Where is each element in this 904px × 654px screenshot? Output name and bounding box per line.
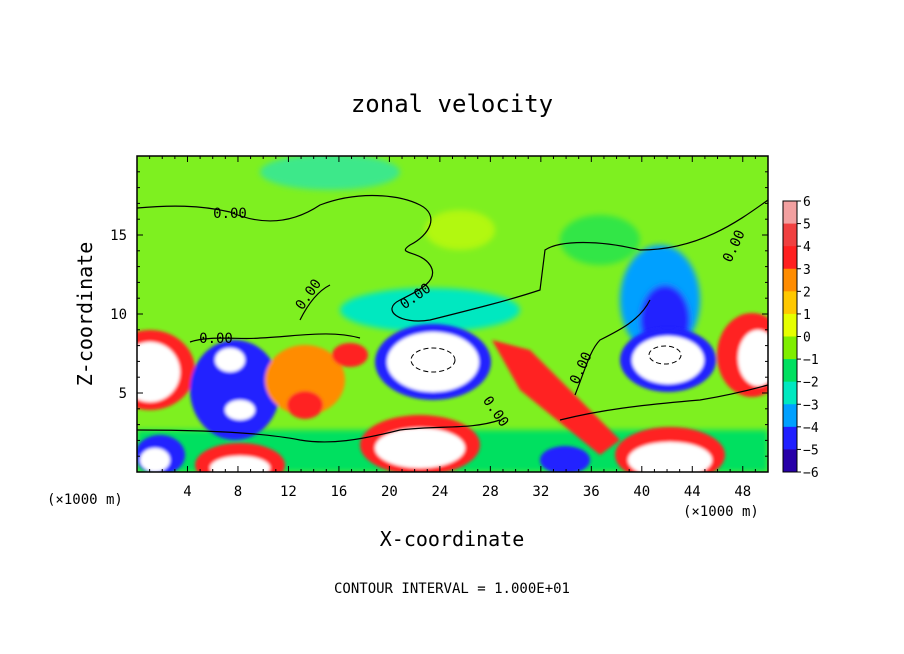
contour-zero-small (299, 284, 331, 321)
colorbar-tick-label: 6 (803, 195, 811, 210)
x-tick-label: 40 (633, 484, 650, 500)
contour-zero-upper-right (639, 199, 768, 251)
colorbar-band (783, 336, 797, 360)
colorbar-tick-label: −4 (803, 421, 819, 436)
colorbar-tick-label: 4 (803, 240, 811, 255)
cell-right-edge-core (738, 330, 768, 386)
colorbar-band (783, 381, 797, 405)
cell-blue-ring (190, 340, 280, 440)
contour-zero-mid-left (189, 333, 361, 343)
cell-left-core (137, 342, 180, 402)
field-patch-cyan-top (260, 156, 400, 190)
colorbar-tick-label: −2 (803, 376, 819, 391)
cell-bottom-blue-left-core (140, 448, 170, 472)
colorbar-tick-label: 1 (803, 308, 811, 323)
colorbar-band (783, 359, 797, 383)
contour-dashed (410, 345, 682, 373)
field-patch-green-top (560, 215, 640, 265)
y-axis: 5 10 15 (110, 171, 768, 457)
y-axis-title: Z-coordinate (73, 242, 97, 387)
colorbar-tick-label: 2 (803, 285, 811, 300)
cell-bottom-3-core (628, 442, 712, 472)
contour-label-1: 0.00 (213, 206, 247, 222)
contour-zero-lower (137, 419, 501, 443)
contour-lines (137, 194, 768, 443)
contour-label-4: 0.00 (199, 331, 233, 347)
chart-title: zonal velocity (351, 90, 553, 118)
colorbar-band (783, 246, 797, 270)
field-patch-cyan-mid (340, 288, 520, 332)
x-tick-label: 36 (583, 484, 600, 500)
cell-bottom-1-core (210, 456, 270, 472)
plot-area (137, 156, 768, 472)
y-tick-label: 5 (119, 386, 127, 402)
colorbar-band (783, 268, 797, 292)
colorbar-tick-label: 0 (803, 331, 811, 346)
x-tick-label: 12 (280, 484, 297, 500)
contour-interval-note: CONTOUR INTERVAL = 1.000E+01 (334, 581, 570, 597)
contour-zero-mid-right (559, 384, 768, 421)
x-tick-label: 20 (381, 484, 398, 500)
colorbar-band (783, 449, 797, 473)
colorbar-band (783, 223, 797, 247)
x-tick-label: 16 (330, 484, 347, 500)
cell-ring-core-top (215, 348, 245, 372)
cell-bottom-2-core (375, 428, 465, 468)
cell-red-diagonal (492, 340, 620, 455)
x-tick-label: 44 (684, 484, 701, 500)
contour-zero-right (574, 299, 651, 396)
x-tick-label: 48 (734, 484, 751, 500)
cell-center-core (387, 332, 479, 392)
colorbar-tick-label: 3 (803, 263, 811, 278)
cell-ring-core-bottom (225, 400, 255, 420)
field-patch-yellow-top (425, 210, 495, 250)
colorbar-tick-label: −6 (803, 466, 819, 481)
x-unit-right: (×1000 m) (683, 504, 759, 520)
y-tick-label: 10 (110, 307, 127, 323)
field-cells (137, 313, 768, 472)
colorbar-tick-label: 5 (803, 218, 811, 233)
contour-zero-upper (137, 194, 641, 322)
contour-dashed-right (648, 345, 682, 365)
x-tick-label: 4 (183, 484, 191, 500)
y-tick-label: 15 (110, 228, 127, 244)
x-tick-label: 28 (482, 484, 499, 500)
colorbar-tick-label: −1 (803, 353, 819, 368)
x-axis: 4 8 12 16 20 24 28 32 36 40 44 48 (149, 156, 756, 500)
cell-orange-blob (265, 345, 345, 415)
colorbar-band (783, 404, 797, 428)
colorbar-band (783, 201, 797, 225)
x-tick-label: 24 (431, 484, 448, 500)
x-tick-label: 32 (532, 484, 549, 500)
colorbar-tick-label: −5 (803, 443, 819, 458)
cell-right-core (632, 336, 704, 384)
cell-orange-core (287, 391, 323, 419)
colorbar-band (783, 426, 797, 450)
x-tick-label: 8 (234, 484, 242, 500)
x-axis-title: X-coordinate (380, 527, 525, 551)
cell-bottom-blue-mid (540, 446, 590, 472)
contour-dashed-center (410, 347, 456, 373)
cell-red-small (332, 343, 368, 367)
colorbar-band (783, 291, 797, 315)
colorbar: 6 5 4 3 2 1 0 −1 −2 −3 −4 −5 −6 (782, 195, 819, 481)
colorbar-tick-label: −3 (803, 398, 819, 413)
colorbar-band (783, 313, 797, 337)
x-unit-left: (×1000 m) (47, 492, 123, 508)
